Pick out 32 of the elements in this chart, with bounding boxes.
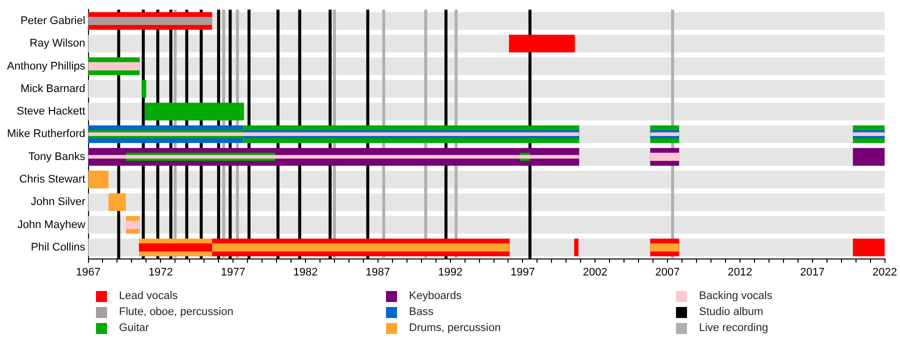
x-tick-label: 2022 <box>872 266 898 278</box>
y-tick-label: John Mayhew <box>17 218 86 231</box>
x-tick-label: 2017 <box>800 266 825 278</box>
x-tick-label: 1982 <box>293 266 318 278</box>
legend-label: Studio album <box>699 306 764 318</box>
x-tick-label: 1972 <box>148 266 173 278</box>
x-tick-label: 1997 <box>510 266 535 278</box>
y-tick-label: John Silver <box>30 196 86 208</box>
y-tick-label: Chris Stewart <box>19 174 86 186</box>
x-tick-label: 2012 <box>728 266 752 278</box>
y-tick-label: Phil Collins <box>30 242 86 254</box>
legend-label: Guitar <box>119 322 149 334</box>
legend-label: Backing vocals <box>699 290 772 302</box>
legend-label: Flute, oboe, percussion <box>119 306 234 318</box>
y-tick-label: Steve Hackett <box>16 106 86 118</box>
legend-label: Lead vocals <box>119 290 178 302</box>
x-tick-label: 1967 <box>76 266 101 278</box>
legend-label: Keyboards <box>409 290 462 302</box>
x-tick-label: 1992 <box>438 266 463 278</box>
x-tick-label: 2007 <box>655 266 680 278</box>
y-tick-label: Tony Banks <box>28 150 86 163</box>
y-tick-label: Ray Wilson <box>30 38 86 50</box>
x-tick-label: 1977 <box>220 266 246 278</box>
x-tick-label: 2002 <box>582 266 608 278</box>
legend-label: Live recording <box>699 322 768 334</box>
y-tick-label: Mike Rutherford <box>7 128 86 140</box>
y-tick-label: Anthony Phillips <box>6 60 86 72</box>
legend-label: Bass <box>409 306 434 318</box>
y-tick-label: Mick Barnard <box>20 82 86 95</box>
x-tick-label: 1987 <box>366 266 390 278</box>
legend-label: Drums, percussion <box>409 322 501 334</box>
y-tick-label: Peter Gabriel <box>20 14 86 27</box>
